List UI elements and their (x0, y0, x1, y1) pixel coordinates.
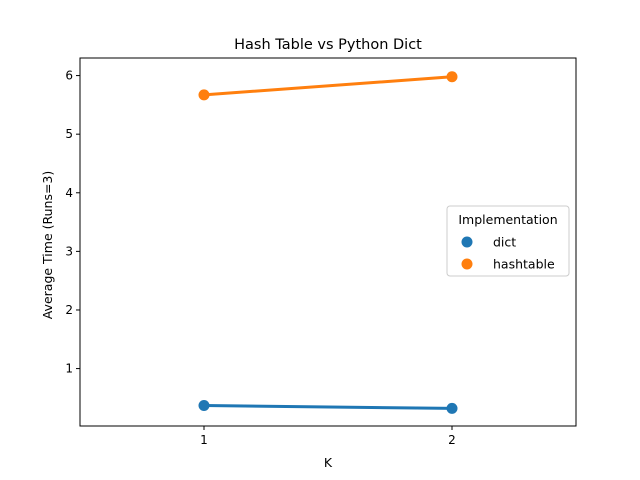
legend: Implementation dict hashtable (446, 205, 570, 277)
legend-frame (446, 205, 570, 277)
y-tick-label: 6 (65, 69, 73, 83)
x-tick-label: 1 (200, 433, 208, 447)
x-axis-label: K (324, 455, 333, 470)
x-tick-label: 2 (448, 433, 456, 447)
chart-title: Hash Table vs Python Dict (234, 37, 422, 53)
y-tick-label: 2 (65, 303, 73, 317)
legend-marker-hashtable (461, 258, 473, 270)
axes-frame (79, 57, 577, 427)
data-point-hashtable (446, 71, 458, 83)
legend-title: Implementation (458, 212, 557, 227)
series-line-dict (202, 403, 454, 410)
y-axis-label: Average Time (Runs=3) (40, 171, 55, 320)
legend-marker-dict (461, 236, 473, 248)
data-point-dict (198, 399, 210, 411)
data-point-hashtable (198, 89, 210, 101)
legend-label-hashtable: hashtable (493, 257, 555, 272)
y-tick-label: 4 (65, 186, 73, 200)
plot-area: 1 2 1 2 3 4 5 6 (65, 57, 577, 447)
legend-label-dict: dict (493, 235, 516, 250)
y-tick-label: 1 (65, 362, 73, 376)
y-tick-label: 5 (65, 127, 73, 141)
series-line-hashtable (202, 75, 454, 97)
data-point-dict (446, 402, 458, 414)
y-tick-label: 3 (65, 244, 73, 258)
